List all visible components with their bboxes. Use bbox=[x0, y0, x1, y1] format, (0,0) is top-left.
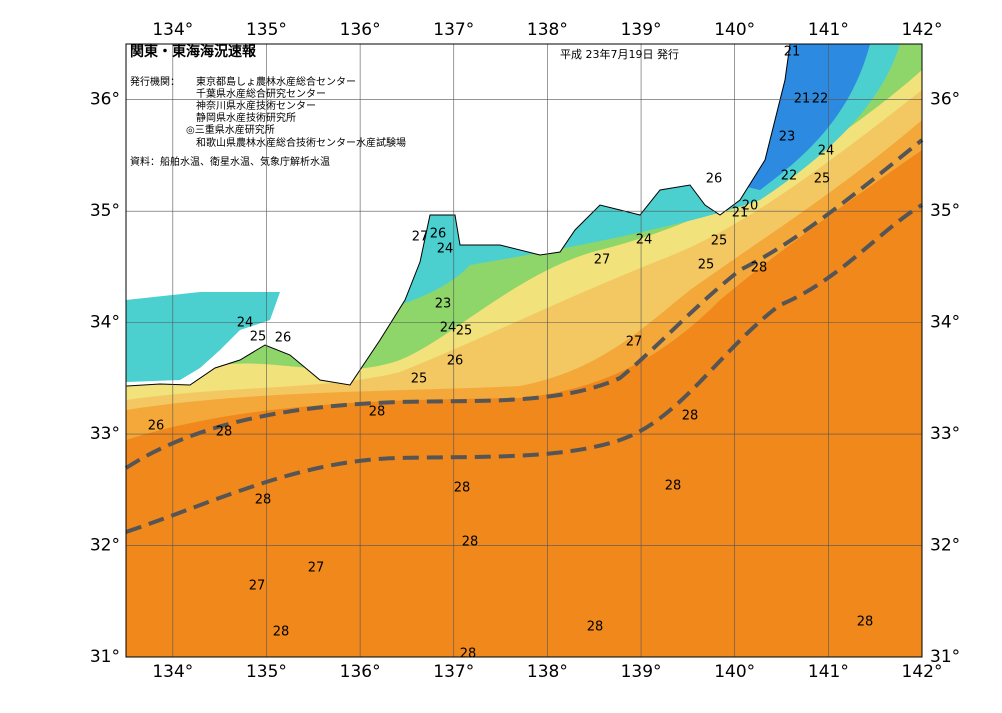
contour-label: 26 bbox=[706, 172, 723, 187]
x-tick-label: 134° bbox=[152, 20, 193, 40]
seto-sea bbox=[126, 292, 280, 382]
y-tick-label: 36° bbox=[90, 90, 120, 110]
y-tick-label: 31° bbox=[930, 647, 960, 667]
issuer: 神奈川県水産技術センター bbox=[196, 99, 316, 112]
contour-label: 27 bbox=[412, 230, 429, 245]
y-tick-label: 32° bbox=[90, 536, 120, 556]
issuer: 東京都島しょ農林水産総合センター bbox=[196, 75, 356, 88]
contour-label: 28 bbox=[369, 405, 386, 420]
contour-label: 21 bbox=[732, 206, 749, 221]
x-tick-label: 137° bbox=[433, 662, 474, 682]
issue-date: 平成 23年7月19日 発行 bbox=[560, 47, 679, 61]
x-tick-label: 141° bbox=[808, 20, 849, 40]
x-tick-label: 140° bbox=[714, 20, 755, 40]
contour-label: 24 bbox=[440, 321, 457, 336]
contour-label: 26 bbox=[275, 331, 292, 346]
contour-label: 21 bbox=[784, 45, 801, 60]
x-tick-label: 139° bbox=[621, 20, 662, 40]
contour-label: 27 bbox=[594, 253, 611, 268]
x-tick-label: 141° bbox=[808, 662, 849, 682]
x-tick-label: 138° bbox=[527, 20, 568, 40]
kuroshio-south-edge bbox=[125, 203, 924, 534]
contour-label: 24 bbox=[237, 316, 254, 331]
contour-label: 23 bbox=[779, 130, 796, 145]
contour-label: 28 bbox=[216, 425, 233, 440]
contour-label: 28 bbox=[460, 647, 477, 662]
contour-label: 25 bbox=[814, 172, 831, 187]
y-tick-label: 33° bbox=[90, 424, 120, 444]
contour-label: 25 bbox=[698, 258, 715, 273]
contour-label: 23 bbox=[435, 297, 452, 312]
issuer-label: 発行機関： bbox=[130, 75, 180, 88]
issuer: 静岡県水産技術研究所 bbox=[196, 111, 296, 124]
y-tick-label: 34° bbox=[90, 313, 120, 333]
y-tick-label: 33° bbox=[930, 424, 960, 444]
issuer: 和歌山県農林水産総合技術センター水産試験場 bbox=[196, 136, 406, 149]
y-tick-label: 31° bbox=[90, 647, 120, 667]
contour-label: 28 bbox=[255, 493, 272, 508]
x-tick-label: 138° bbox=[527, 662, 568, 682]
contour-label: 25 bbox=[711, 234, 728, 249]
x-tick-label: 136° bbox=[340, 662, 381, 682]
x-tick-label: 142° bbox=[902, 662, 943, 682]
y-tick-label: 35° bbox=[90, 201, 120, 221]
x-tick-label: 136° bbox=[340, 20, 381, 40]
contour-label: 26 bbox=[148, 419, 165, 434]
y-tick-label: 34° bbox=[930, 313, 960, 333]
contour-label: 22 bbox=[781, 169, 798, 184]
x-tick-label: 140° bbox=[714, 662, 755, 682]
contour-label: 22 bbox=[812, 92, 829, 107]
contour-label: 27 bbox=[249, 579, 266, 594]
x-tick-label: 142° bbox=[902, 20, 943, 40]
contour-label: 20 bbox=[742, 199, 759, 214]
x-tick-label: 135° bbox=[246, 20, 287, 40]
x-tick-label: 135° bbox=[246, 662, 287, 682]
contour-label: 24 bbox=[636, 233, 653, 248]
x-tick-label: 134° bbox=[152, 662, 193, 682]
contour-label: 28 bbox=[665, 479, 682, 494]
contour-label: 24 bbox=[818, 144, 835, 159]
x-tick-label: 137° bbox=[433, 20, 474, 40]
map-frame bbox=[125, 43, 923, 658]
contour-label: 28 bbox=[454, 481, 471, 496]
contour-label: 25 bbox=[250, 330, 267, 345]
contour-label: 28 bbox=[857, 615, 874, 630]
contour-label: 28 bbox=[587, 620, 604, 635]
y-tick-label: 32° bbox=[930, 536, 960, 556]
title: 関東・東海海況速報 bbox=[130, 43, 257, 60]
x-tick-label: 139° bbox=[621, 662, 662, 682]
contour-label: 27 bbox=[308, 561, 325, 576]
contour-label: 25 bbox=[411, 372, 428, 387]
contour-label: 27 bbox=[626, 335, 643, 350]
contour-label: 25 bbox=[456, 324, 473, 339]
contour-label: 21 bbox=[794, 92, 811, 107]
contour-label: 28 bbox=[751, 261, 768, 276]
y-tick-label: 35° bbox=[930, 201, 960, 221]
contour-label: 28 bbox=[462, 535, 479, 550]
contour-label: 28 bbox=[273, 625, 290, 640]
contour-label: 24 bbox=[437, 242, 454, 257]
y-tick-label: 36° bbox=[930, 90, 960, 110]
source: 資料：船舶水温、衛星水温、気象庁解析水温 bbox=[130, 155, 330, 168]
kuroshio-north-edge bbox=[124, 138, 924, 470]
contour-label: 26 bbox=[430, 227, 447, 242]
contour-label: 26 bbox=[447, 354, 464, 369]
land bbox=[125, 43, 791, 387]
issuer: 千葉県水産総合研究センター bbox=[196, 87, 326, 100]
contour-label: 28 bbox=[682, 409, 699, 424]
issuer: ◎三重県水産研究所 bbox=[186, 123, 275, 136]
